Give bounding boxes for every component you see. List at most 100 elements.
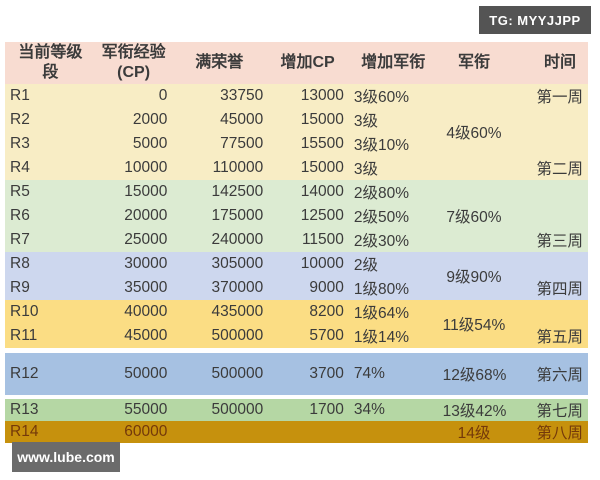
site-watermark-text: www.lube.com [17, 449, 115, 465]
cell-mil-rank: 12级68% [438, 353, 510, 395]
cell-add-rank: 3级 [347, 108, 439, 132]
cell-add-cp: 8200 [267, 300, 348, 324]
cell-time: 第五周 [509, 324, 588, 348]
cell-honor: 500000 [171, 399, 268, 421]
cell-time [509, 180, 588, 204]
cell-time: 第三周 [509, 228, 588, 252]
header-rank-exp: 军衔经验 (CP) [95, 42, 172, 84]
cell-time [509, 300, 588, 324]
cell-rank: R7 [5, 228, 96, 252]
table-row-r1: R1 0 33750 13000 3级60% 第一周 [5, 84, 588, 108]
header-full-honor: 满荣誉 [171, 42, 268, 84]
cell-add-rank: 2级 [347, 252, 439, 276]
cell-honor: 45000 [171, 108, 268, 132]
cell-rank: R11 [5, 324, 96, 348]
cell-exp: 2000 [95, 108, 172, 132]
cell-time: 第二周 [509, 156, 588, 180]
cell-mil-rank: 13级42% [438, 399, 510, 421]
cell-add-cp: 11500 [267, 228, 348, 252]
cell-honor: 175000 [171, 204, 268, 228]
cell-time [509, 204, 588, 228]
cell-add-rank: 2级50% [347, 204, 439, 228]
cell-time [509, 132, 588, 156]
cell-rank: R5 [5, 180, 96, 204]
cell-rank: R8 [5, 252, 96, 276]
table-row-r8: R8 30000 305000 10000 2级 9级90% [5, 252, 588, 300]
table-row-r13: R13 55000 500000 1700 34% 13级42% 第七周 [5, 399, 588, 421]
cell-rank: R9 [5, 276, 96, 300]
cell-honor: 500000 [171, 324, 268, 348]
cell-honor: 77500 [171, 132, 268, 156]
cell-rank: R13 [5, 399, 96, 421]
cell-add-rank: 3级60% [347, 84, 439, 108]
cell-rank: R2 [5, 108, 96, 132]
cell-add-rank: 1级80% [347, 276, 439, 300]
cell-honor: 435000 [171, 300, 268, 324]
table-row-r6: R6 20000 175000 12500 2级50% [5, 204, 588, 228]
cell-add-cp: 13000 [267, 84, 348, 108]
cell-add-rank: 74% [347, 353, 439, 395]
cell-add-cp: 10000 [267, 252, 348, 276]
cell-exp: 40000 [95, 300, 172, 324]
cell-mil-rank: 11级54% [438, 300, 510, 348]
table-row-r11: R11 45000 500000 5700 1级14% 第五周 [5, 324, 588, 348]
cell-exp: 50000 [95, 353, 172, 395]
header-current-rank-line2: 段 [42, 64, 59, 81]
table-row-r5: R5 15000 142500 14000 2级80% 7级60% [5, 180, 588, 252]
header-current-rank-line1: 当前等级 [18, 44, 83, 61]
cell-add-rank: 1级64% [347, 300, 439, 324]
cell-add-rank: 3级 [347, 156, 439, 180]
rank-cp-table: 当前等级 段 军衔经验 (CP) 满荣誉 增加CP 增加军衔 军衔 时间 R1 … [5, 42, 588, 443]
cell-mil-rank: 7级60% [438, 180, 510, 252]
cell-exp: 15000 [95, 180, 172, 204]
cell-time: 第四周 [509, 276, 588, 300]
cell-mil-rank: 4级60% [438, 108, 510, 156]
cell-add-cp: 15500 [267, 132, 348, 156]
cell-mil-rank [438, 156, 510, 180]
table-row-r14: R14 60000 14级 第八周 [5, 421, 588, 443]
site-watermark-badge: www.lube.com [12, 442, 120, 472]
cell-mil-rank: 14级 [438, 421, 510, 443]
cell-exp: 0 [95, 84, 172, 108]
cell-time: 第六周 [509, 353, 588, 395]
cell-rank: R12 [5, 353, 96, 395]
cell-exp: 25000 [95, 228, 172, 252]
cell-honor: 33750 [171, 84, 268, 108]
cell-add-rank: 3级10% [347, 132, 439, 156]
cell-exp: 55000 [95, 399, 172, 421]
table-row-r2: R2 2000 45000 15000 3级 4级60% [5, 108, 588, 156]
band-separator [5, 348, 588, 353]
cell-add-cp: 12500 [267, 204, 348, 228]
header-time: 时间 [509, 42, 588, 84]
cell-rank: R1 [5, 84, 96, 108]
table-row-r12: R12 50000 500000 3700 74% 12级68% 第六周 [5, 353, 588, 395]
cell-add-rank: 34% [347, 399, 439, 421]
cell-time: 第七周 [509, 399, 588, 421]
header-row: 当前等级 段 军衔经验 (CP) 满荣誉 增加CP 增加军衔 军衔 时间 [5, 42, 588, 84]
table-row-r9: R9 35000 370000 9000 1级80% 第四周 [5, 276, 588, 300]
table-row-r7: R7 25000 240000 11500 2级30% 第三周 [5, 228, 588, 252]
cell-add-cp: 1700 [267, 399, 348, 421]
cell-rank: R14 [5, 421, 96, 443]
tg-watermark-text: TG: MYYJJPP [489, 12, 581, 28]
cell-honor: 142500 [171, 180, 268, 204]
header-rank-exp-line1: 军衔经验 [101, 44, 166, 61]
header-add-cp: 增加CP [267, 42, 348, 84]
cell-add-rank: 2级80% [347, 180, 439, 204]
cell-time: 第八周 [509, 421, 588, 443]
cell-add-rank: 2级30% [347, 228, 439, 252]
cell-honor: 305000 [171, 252, 268, 276]
cell-rank: R4 [5, 156, 96, 180]
cell-add-cp: 15000 [267, 156, 348, 180]
header-add-rank: 增加军衔 [347, 42, 439, 84]
cell-add-cp [267, 421, 348, 443]
cell-exp: 60000 [95, 421, 172, 443]
header-rank-exp-line2: (CP) [117, 64, 151, 81]
table-row-r4: R4 10000 110000 15000 3级 第二周 [5, 156, 588, 180]
cell-add-rank: 1级14% [347, 324, 439, 348]
cell-time: 第一周 [509, 84, 588, 108]
cell-mil-rank [438, 84, 510, 108]
table-row-r3: R3 5000 77500 15500 3级10% [5, 132, 588, 156]
cell-exp: 10000 [95, 156, 172, 180]
